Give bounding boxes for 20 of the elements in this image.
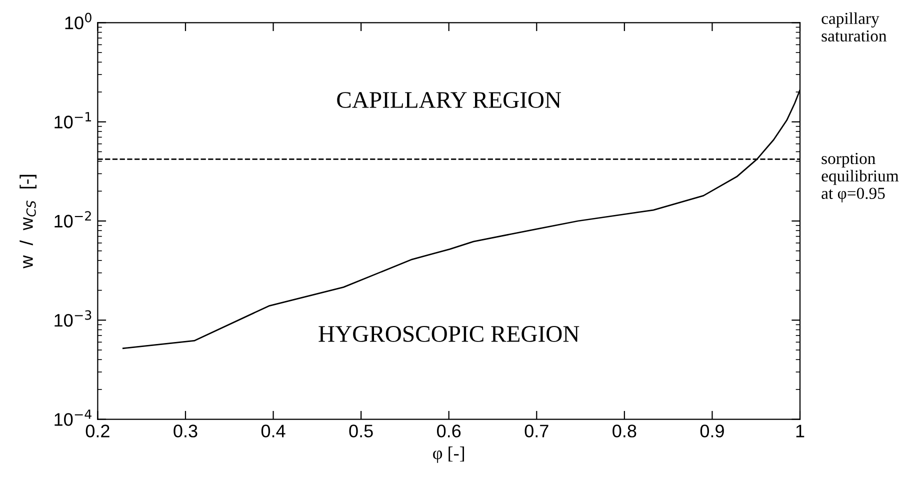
x-tick-label: 0.5	[349, 424, 373, 438]
x-tick-label: 0.4	[261, 424, 286, 438]
x-tick-label: 0.6	[437, 424, 461, 438]
annotation: CAPILLARY REGION	[337, 92, 562, 108]
text: sorption equilibrium at φ=0.95	[822, 152, 899, 202]
x-tick-label: 1	[796, 424, 804, 438]
y-tick-label: 10$^{−3}$	[54, 310, 92, 327]
x-tick-label: 0.8	[612, 424, 636, 438]
annotation: HYGROSCOPIC REGION	[318, 326, 580, 342]
x-tick-label: 0.2	[86, 424, 110, 438]
y-tick-label: 10$^{0}$	[65, 12, 92, 30]
x-axis-title: φ [-]	[433, 446, 464, 463]
text: capillary saturation	[822, 12, 887, 42]
y-tick-label: 10$^{−4}$	[54, 410, 92, 426]
x-tick-label: 0.9	[700, 424, 724, 438]
y-axis-title: w / w$_{CS}$ [-]	[20, 174, 36, 268]
x-tick-label: 0.3	[174, 424, 198, 438]
x-tick-label: 0.7	[524, 424, 548, 438]
y-tick-label: 10$^{−2}$	[54, 211, 91, 228]
y-tick-label: 10$^{−1}$	[54, 112, 92, 128]
